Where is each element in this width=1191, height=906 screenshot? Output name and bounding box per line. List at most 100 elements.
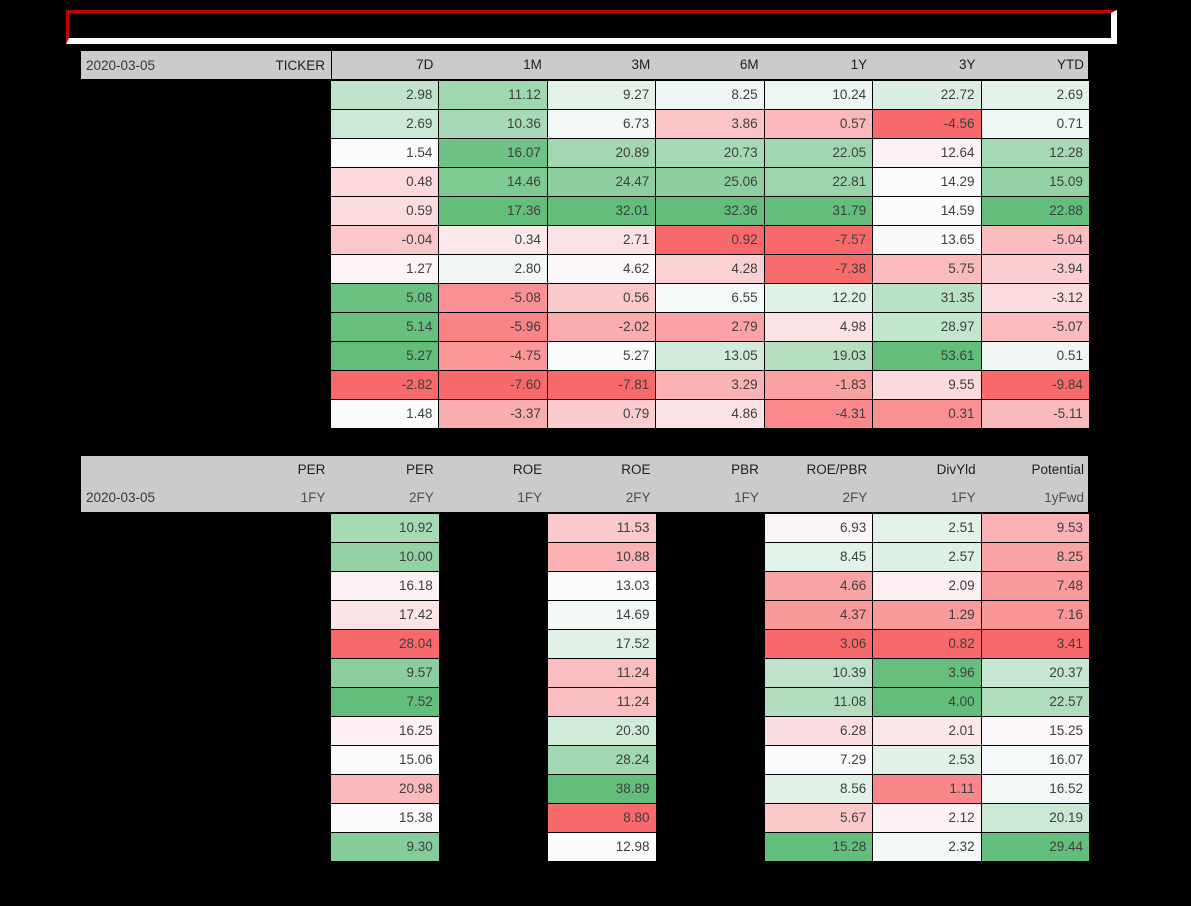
row-label-cell-hidden bbox=[80, 688, 222, 716]
value-cell: 0.71 bbox=[981, 110, 1089, 138]
period-header-1fy: 1FY bbox=[734, 490, 759, 505]
value-cell: 20.98 bbox=[331, 775, 439, 803]
column-header-1m: 1M bbox=[523, 57, 542, 72]
value-cell: 3.41 bbox=[981, 630, 1089, 658]
column-header-potential: Potential bbox=[1031, 462, 1084, 477]
period-header-2fy: 2FY bbox=[842, 490, 868, 505]
value-cell: 2.12 bbox=[873, 804, 981, 832]
value-cell-hidden bbox=[656, 543, 764, 571]
value-cell: -7.57 bbox=[764, 226, 873, 254]
column-header-7d: 7D bbox=[331, 51, 439, 79]
value-cell: 5.75 bbox=[873, 255, 981, 283]
value-cell: 29.44 bbox=[981, 833, 1089, 861]
value-cell: -5.96 bbox=[439, 313, 547, 341]
value-cell-hidden bbox=[439, 514, 548, 542]
returns-heatmap-table: 2020-03-05 TICKER 7D 1M 3M 6M 1Y 3Y YTD 2.98 11… bbox=[80, 50, 1089, 428]
value-cell: 2.79 bbox=[656, 313, 764, 341]
value-cell: 15.09 bbox=[981, 168, 1089, 196]
value-cell: 9.55 bbox=[873, 371, 981, 399]
value-cell: 8.80 bbox=[548, 804, 656, 832]
value-cell: 31.79 bbox=[764, 197, 873, 225]
value-cell: 7.52 bbox=[331, 688, 439, 716]
column-header-per: PER bbox=[297, 462, 326, 477]
row-label-cell-hidden bbox=[80, 717, 222, 745]
value-cell: 11.24 bbox=[548, 659, 656, 687]
column-header-3m: 3M bbox=[631, 57, 651, 72]
value-cell: 1.11 bbox=[873, 775, 981, 803]
value-cell: 12.64 bbox=[873, 139, 981, 167]
value-cell: -3.94 bbox=[981, 255, 1089, 283]
value-cell: 24.47 bbox=[547, 168, 656, 196]
value-cell: -5.08 bbox=[439, 284, 547, 312]
value-cell-hidden bbox=[656, 688, 764, 716]
column-header-3y: 3Y bbox=[959, 57, 976, 72]
value-cell: -3.37 bbox=[439, 400, 547, 428]
column-header-roe-pbr: ROE/PBR bbox=[806, 462, 868, 477]
value-cell: 6.28 bbox=[764, 717, 873, 745]
value-cell: 11.53 bbox=[548, 514, 656, 542]
value-cell: 20.73 bbox=[656, 139, 764, 167]
value-cell: 2.01 bbox=[873, 717, 981, 745]
value-cell-hidden bbox=[223, 659, 331, 687]
value-cell: 2.98 bbox=[331, 81, 439, 109]
value-cell: 4.86 bbox=[656, 400, 764, 428]
value-cell-hidden bbox=[439, 746, 548, 774]
value-cell-hidden bbox=[439, 717, 548, 745]
value-cell: 5.27 bbox=[547, 342, 656, 370]
value-cell-hidden bbox=[656, 746, 764, 774]
column-header-roe: ROE bbox=[512, 462, 543, 477]
value-cell: 14.69 bbox=[548, 601, 656, 629]
value-cell: 2.51 bbox=[873, 514, 981, 542]
value-cell-hidden bbox=[439, 601, 548, 629]
value-cell: 32.36 bbox=[656, 197, 764, 225]
value-cell: -3.12 bbox=[981, 284, 1089, 312]
value-cell: 11.08 bbox=[764, 688, 873, 716]
value-cell: 2.80 bbox=[439, 255, 547, 283]
value-cell: -5.07 bbox=[981, 313, 1089, 341]
value-cell: 20.30 bbox=[548, 717, 656, 745]
value-cell: 2.32 bbox=[873, 833, 981, 861]
value-cell: 3.29 bbox=[656, 371, 764, 399]
value-cell: 2.53 bbox=[873, 746, 981, 774]
value-cell: 1.29 bbox=[873, 601, 981, 629]
value-cell: 11.24 bbox=[548, 688, 656, 716]
value-cell: 16.18 bbox=[331, 572, 439, 600]
value-cell: 22.81 bbox=[764, 168, 873, 196]
value-cell: 12.28 bbox=[981, 139, 1089, 167]
value-cell-hidden bbox=[439, 833, 548, 861]
value-cell: 15.38 bbox=[331, 804, 439, 832]
value-cell: 5.27 bbox=[331, 342, 439, 370]
report-date: 2020-03-05 bbox=[86, 490, 156, 505]
value-cell: 2.71 bbox=[547, 226, 656, 254]
ticker-cell-hidden bbox=[80, 168, 330, 196]
ticker-column-header: TICKER bbox=[275, 57, 325, 73]
valuation-table-body: 10.92 11.53 6.93 2.51 9.53 10.00 10.88 8.45 2.57… bbox=[80, 514, 1089, 861]
value-cell: 12.98 bbox=[548, 833, 656, 861]
value-cell: 17.42 bbox=[331, 601, 439, 629]
value-cell: -2.02 bbox=[547, 313, 656, 341]
value-cell: -1.83 bbox=[764, 371, 873, 399]
period-header-1fy: 1FY bbox=[517, 490, 543, 505]
value-cell: 4.62 bbox=[547, 255, 656, 283]
report-date: 2020-03-05 bbox=[86, 57, 156, 73]
value-cell: 31.35 bbox=[873, 284, 981, 312]
value-cell-hidden bbox=[439, 543, 548, 571]
value-cell: 16.07 bbox=[981, 746, 1089, 774]
value-cell: 13.05 bbox=[656, 342, 764, 370]
value-cell: -0.04 bbox=[331, 226, 439, 254]
value-cell: 14.59 bbox=[873, 197, 981, 225]
value-cell-hidden bbox=[656, 717, 764, 745]
value-cell: 9.57 bbox=[331, 659, 439, 687]
row-label-cell-hidden bbox=[80, 659, 222, 687]
value-cell-hidden bbox=[439, 630, 548, 658]
period-header-2fy: 2FY bbox=[408, 490, 434, 505]
value-cell: 11.12 bbox=[439, 81, 547, 109]
column-header-1y: 1Y bbox=[850, 57, 868, 72]
value-cell: 0.59 bbox=[331, 197, 439, 225]
value-cell-hidden bbox=[223, 543, 331, 571]
value-cell: 16.07 bbox=[439, 139, 547, 167]
value-cell: 12.20 bbox=[764, 284, 873, 312]
value-cell: 19.03 bbox=[764, 342, 873, 370]
value-cell: 15.28 bbox=[764, 833, 873, 861]
value-cell: 38.89 bbox=[548, 775, 656, 803]
